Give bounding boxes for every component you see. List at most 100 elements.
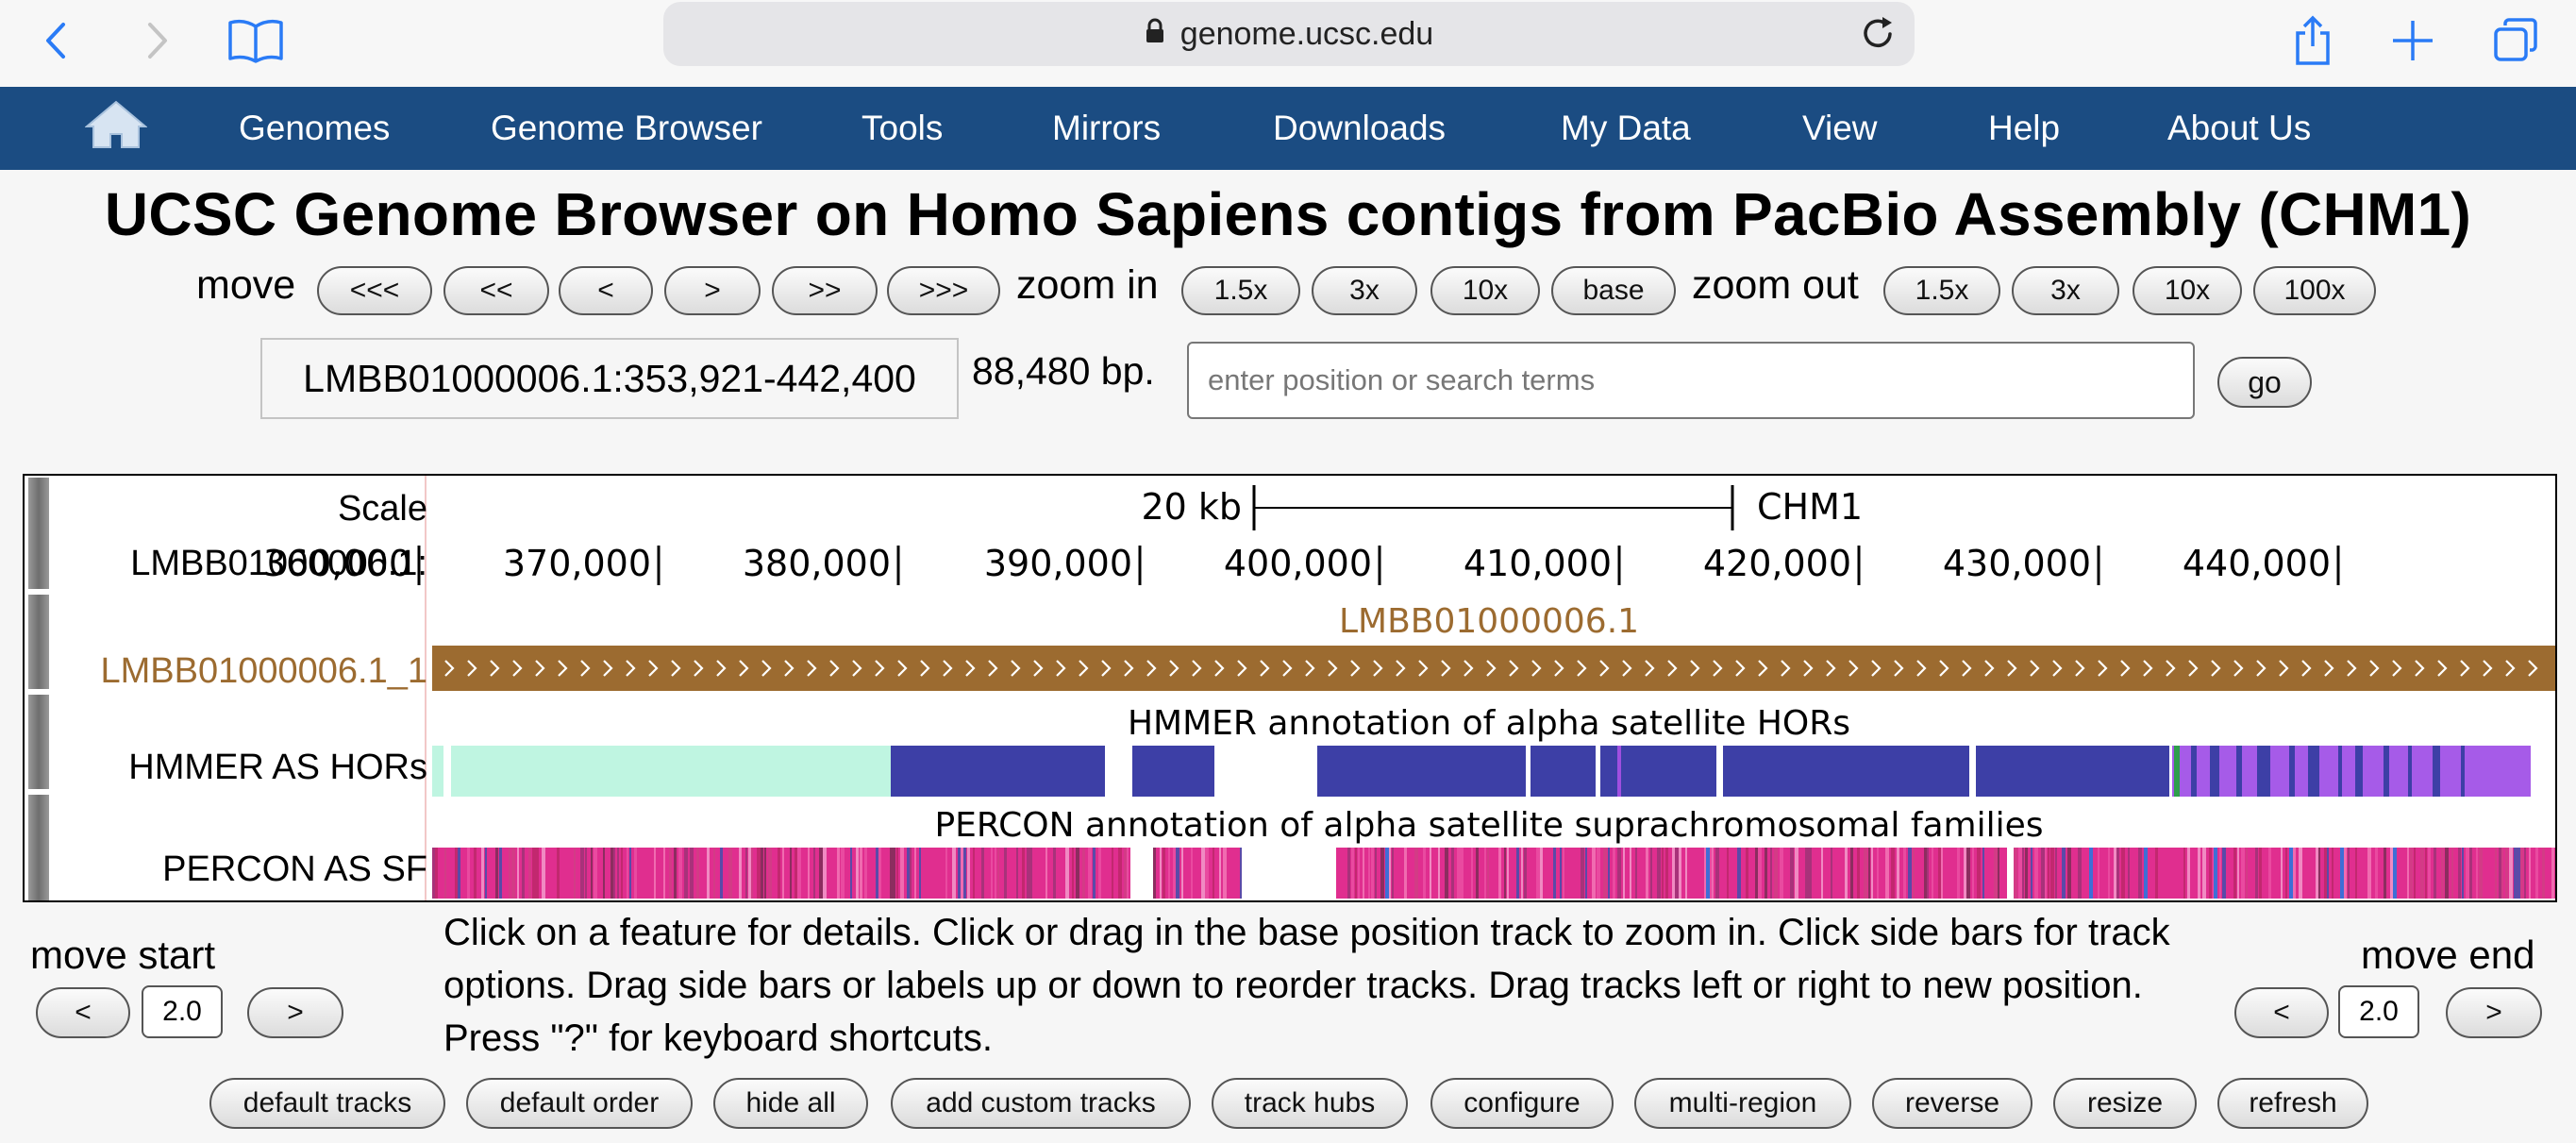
zoom-out-100x-button[interactable]: 100x	[2253, 266, 2376, 315]
tabs-overview-icon[interactable]	[2484, 8, 2550, 74]
nav-genomes[interactable]: Genomes	[239, 109, 391, 147]
move-right-more-button[interactable]: >>	[772, 266, 878, 315]
percon-track-label[interactable]: PERCON AS SF	[162, 849, 427, 889]
percon-stripe	[977, 848, 979, 899]
reverse-button[interactable]: reverse	[1872, 1078, 2032, 1129]
nav-view[interactable]: View	[1802, 109, 1878, 147]
nav-downloads[interactable]: Downloads	[1273, 109, 1447, 147]
zoom-out-3x-button[interactable]: 3x	[2012, 266, 2119, 315]
address-bar[interactable]: genome.ucsc.edu	[663, 2, 1915, 66]
percon-stripe	[1913, 848, 1915, 899]
percon-stripe	[1805, 848, 1809, 899]
strand-chevron	[784, 660, 795, 677]
move-right-far-button[interactable]: >>>	[887, 266, 1000, 315]
assembly-label: CHM1	[1757, 486, 1863, 528]
configure-button[interactable]: configure	[1430, 1078, 1614, 1129]
share-icon[interactable]	[2280, 8, 2346, 74]
hmmer-feature-segment	[2257, 746, 2270, 797]
home-icon[interactable]	[84, 98, 148, 156]
move-right-button[interactable]: >	[664, 266, 761, 315]
forward-icon[interactable]	[125, 8, 191, 74]
percon-stripe	[2263, 848, 2266, 899]
zoom-in-10x-button[interactable]: 10x	[1430, 266, 1540, 315]
contig-track-label[interactable]: LMBB01000006.1_1	[100, 651, 427, 691]
percon-stripe	[1932, 848, 1933, 899]
contig-sidebar[interactable]	[28, 595, 49, 689]
move-start-right-button[interactable]: >	[247, 987, 343, 1038]
move-left-button[interactable]: <	[559, 266, 653, 315]
zoom-out-1.5x-button[interactable]: 1.5x	[1883, 266, 2000, 315]
move-left-more-button[interactable]: <<	[443, 266, 549, 315]
hmmer-track-label[interactable]: HMMER AS HORs	[128, 748, 427, 787]
percon-features[interactable]	[432, 848, 2557, 899]
strand-chevron	[490, 660, 500, 677]
percon-stripe	[467, 848, 470, 899]
hmmer-feature[interactable]	[451, 746, 891, 797]
hmmer-feature[interactable]	[993, 746, 1105, 797]
track-hubs-button[interactable]: track hubs	[1212, 1078, 1408, 1129]
percon-stripe	[1857, 848, 1860, 899]
percon-stripe	[2338, 848, 2341, 899]
nav-mirrors[interactable]: Mirrors	[1052, 109, 1162, 147]
zoom-out-10x-button[interactable]: 10x	[2133, 266, 2242, 315]
move-end-input[interactable]	[2338, 985, 2419, 1038]
default-tracks-button[interactable]: default tracks	[209, 1078, 445, 1129]
percon-stripe	[2022, 848, 2024, 899]
hmmer-feature[interactable]	[1132, 746, 1214, 797]
nav-help[interactable]: Help	[1988, 109, 2061, 147]
percon-stripe	[970, 848, 974, 899]
tracks-canvas[interactable]: 20 kb CHM1 360,000 370,000 380,000 390,0…	[25, 476, 2557, 902]
hmmer-feature-segment	[2236, 746, 2242, 797]
go-button[interactable]: go	[2217, 357, 2312, 408]
zoom-in-1.5x-button[interactable]: 1.5x	[1181, 266, 1300, 315]
zoom-in-base-button[interactable]: base	[1551, 266, 1676, 315]
nav-genome-browser[interactable]: Genome Browser	[491, 109, 762, 147]
resize-button[interactable]: resize	[2053, 1078, 2197, 1129]
percon-stripe	[1982, 848, 1984, 899]
hmmer-feature[interactable]	[2172, 746, 2531, 797]
hmmer-feature[interactable]	[432, 746, 443, 797]
percon-stripe	[432, 848, 435, 899]
hmmer-features[interactable]	[432, 746, 2531, 797]
percon-sidebar[interactable]	[28, 795, 49, 900]
hmmer-feature[interactable]	[1723, 746, 1969, 797]
hmmer-feature[interactable]	[891, 746, 1009, 797]
strand-chevron	[1599, 660, 1610, 677]
back-icon[interactable]	[23, 8, 89, 74]
position-search-input[interactable]	[1187, 342, 2195, 419]
percon-stripe	[1022, 848, 1025, 899]
hmmer-feature[interactable]	[1317, 746, 1526, 797]
strand-chevron	[2052, 660, 2063, 677]
percon-stripe	[478, 848, 480, 899]
new-tab-icon[interactable]	[2380, 8, 2446, 74]
hmmer-feature[interactable]	[1993, 746, 2169, 797]
move-end-left-button[interactable]: <	[2234, 987, 2329, 1038]
default-order-button[interactable]: default order	[466, 1078, 693, 1129]
percon-stripe	[1345, 848, 1348, 899]
move-start-input[interactable]	[142, 985, 223, 1038]
percon-stripe	[914, 848, 916, 899]
percon-stripe	[878, 848, 881, 899]
percon-stripe	[931, 848, 934, 899]
move-end-right-button[interactable]: >	[2446, 987, 2542, 1038]
percon-stripe	[2202, 848, 2206, 899]
bookmarks-icon[interactable]	[223, 8, 289, 74]
percon-stripe	[1657, 848, 1661, 899]
hmmer-sidebar[interactable]	[28, 695, 49, 789]
hide-all-button[interactable]: hide all	[713, 1078, 868, 1129]
nav-my-data[interactable]: My Data	[1561, 109, 1691, 147]
reload-icon[interactable]	[1860, 13, 1898, 61]
strand-chevron	[1962, 660, 1972, 677]
add-custom-tracks-button[interactable]: add custom tracks	[891, 1078, 1191, 1129]
move-left-far-button[interactable]: <<<	[317, 266, 432, 315]
nav-about-us[interactable]: About Us	[2167, 109, 2312, 147]
move-start-left-button[interactable]: <	[36, 987, 130, 1038]
track-image[interactable]: 20 kb CHM1 360,000 370,000 380,000 390,0…	[23, 474, 2557, 902]
nav-tools[interactable]: Tools	[861, 109, 944, 147]
zoom-in-3x-button[interactable]: 3x	[1312, 266, 1417, 315]
percon-stripe	[1451, 848, 1454, 899]
multi-region-button[interactable]: multi-region	[1634, 1078, 1851, 1129]
ruler-sidebar[interactable]	[28, 478, 49, 589]
refresh-button[interactable]: refresh	[2217, 1078, 2368, 1129]
hmmer-feature[interactable]	[1531, 746, 1596, 797]
